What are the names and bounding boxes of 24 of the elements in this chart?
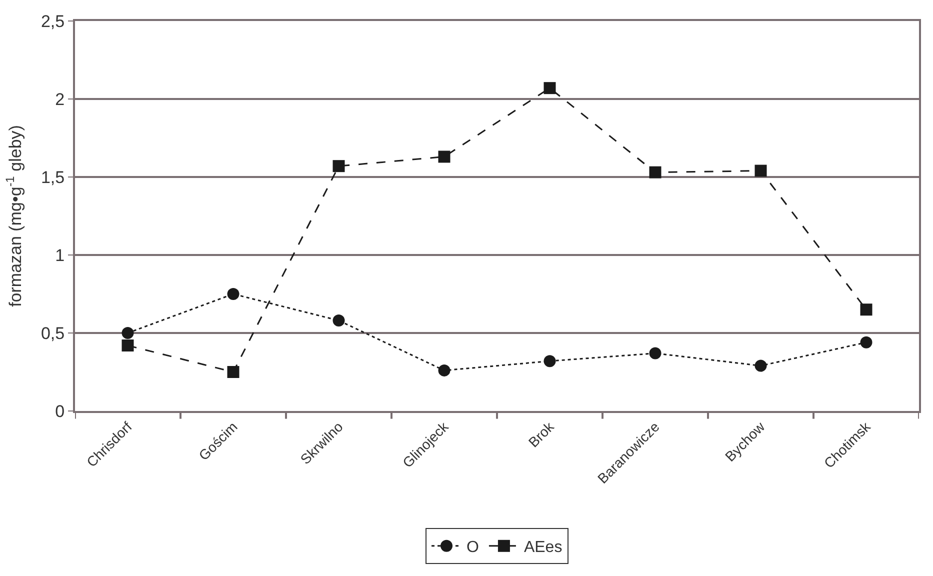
point <box>122 339 134 352</box>
legend-label: AEes <box>524 539 562 556</box>
point <box>122 327 134 339</box>
y-tick-label: 0,5 <box>40 324 65 343</box>
point <box>544 355 556 368</box>
point <box>649 166 662 178</box>
point <box>438 150 450 163</box>
y-tick-label: 2,5 <box>40 12 65 31</box>
point <box>438 364 450 376</box>
point <box>332 160 345 172</box>
y-tick-label: 2 <box>55 90 65 109</box>
y-tick-label: 0 <box>55 402 65 421</box>
point <box>754 164 767 177</box>
point <box>544 82 556 94</box>
point <box>227 288 240 300</box>
point <box>754 360 767 372</box>
point <box>860 336 872 348</box>
point <box>649 347 662 360</box>
legend-label: O <box>466 539 479 556</box>
point <box>227 366 240 378</box>
point <box>332 314 345 327</box>
y-tick-label: 1,5 <box>40 168 65 187</box>
y-tick-label: 1 <box>55 246 65 265</box>
point <box>860 304 872 316</box>
